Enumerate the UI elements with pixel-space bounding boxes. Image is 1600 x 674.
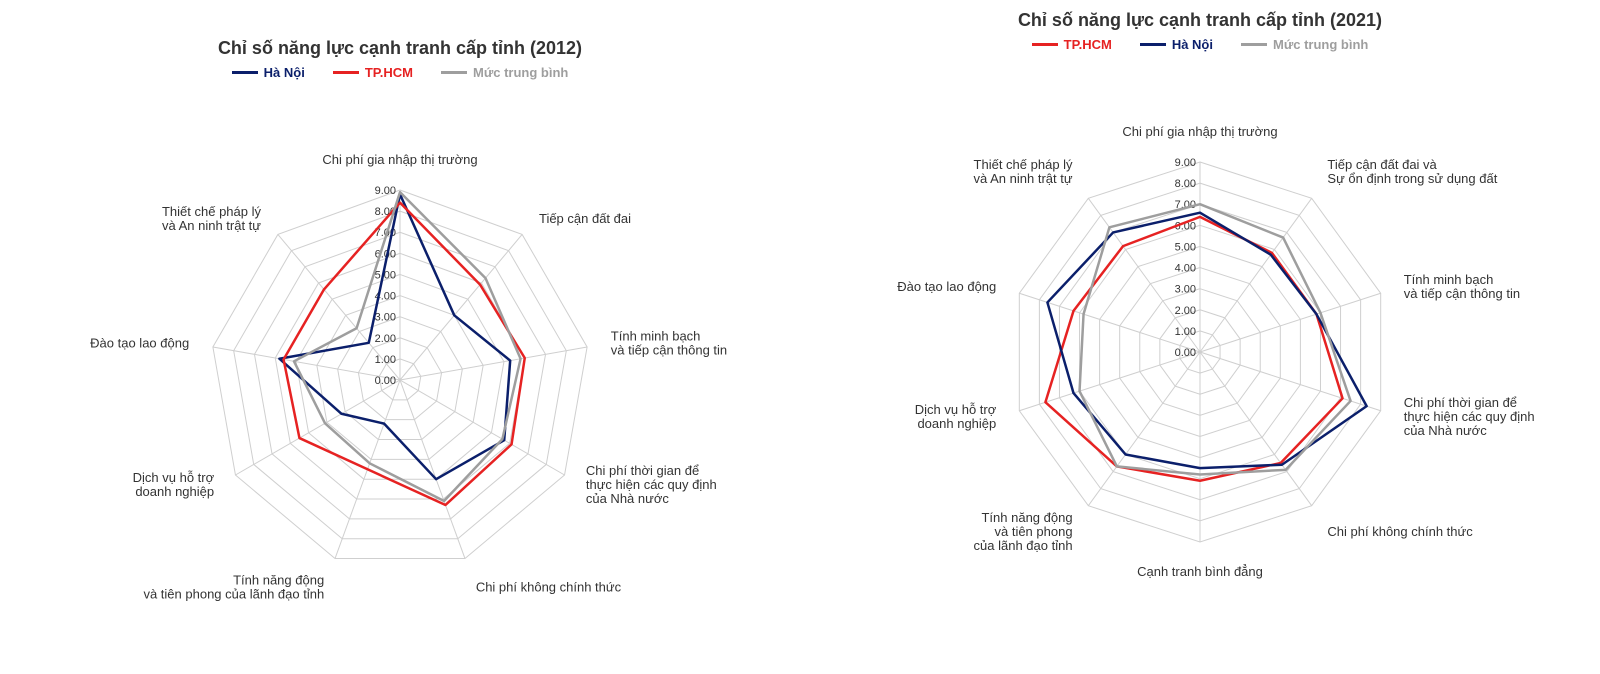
legend-swatch (232, 71, 258, 74)
axis-label: Chi phí không chính thức (1327, 524, 1473, 539)
svg-text:9.00: 9.00 (375, 185, 396, 197)
svg-text:5.00: 5.00 (375, 269, 396, 281)
chart-2021-legend: TP.HCM Hà Nội Mức trung bình (1032, 37, 1369, 52)
axis-label: Tính năng độngvà tiên phongcủa lãnh đạo … (974, 510, 1073, 553)
legend-label: Hà Nội (264, 65, 305, 80)
radar-2012: 0.001.002.003.004.005.006.007.008.009.00… (20, 84, 780, 664)
axis-label: Chi phí thời gian đểthực hiện các quy đị… (1404, 395, 1535, 438)
chart-2012-legend: Hà Nội TP.HCM Mức trung bình (232, 65, 569, 80)
legend-label: Mức trung bình (473, 65, 568, 80)
legend-label: Mức trung bình (1273, 37, 1368, 52)
legend-item: Hà Nội (232, 65, 305, 80)
legend-label: Hà Nội (1172, 37, 1213, 52)
axis-label: Tính minh bạchvà tiếp cận thông tin (1404, 272, 1520, 301)
svg-text:0.00: 0.00 (375, 375, 396, 387)
legend-item: Mức trung bình (441, 65, 568, 80)
axis-label: Thiết chế pháp lývà An ninh trật tự (162, 204, 262, 233)
svg-text:5.00: 5.00 (1175, 241, 1196, 253)
axis-label: Chi phí gia nhập thị trường (322, 152, 477, 167)
axis-label: Dịch vụ hỗ trợdoanh nghiệp (915, 402, 997, 431)
axis-label: Thiết chế pháp lývà An ninh trật tự (974, 157, 1074, 186)
axis-label: Chi phí không chính thức (476, 579, 622, 594)
legend-swatch (1032, 43, 1058, 46)
charts-row: Chỉ số năng lực cạnh tranh cấp tỉnh (201… (20, 10, 1580, 664)
svg-text:2.00: 2.00 (1175, 305, 1196, 317)
axis-label: Cạnh tranh bình đẳng (1137, 564, 1263, 579)
axis-label: Tiếp cận đất đai (539, 211, 631, 226)
axis-label: Chi phí thời gian đểthực hiện các quy đị… (586, 463, 717, 506)
legend-swatch (441, 71, 467, 74)
chart-2021: Chỉ số năng lực cạnh tranh cấp tỉnh (202… (820, 10, 1580, 636)
chart-2012-title: Chỉ số năng lực cạnh tranh cấp tỉnh (201… (218, 38, 582, 59)
legend-item: TP.HCM (1032, 37, 1112, 52)
svg-text:0.00: 0.00 (1175, 347, 1196, 359)
legend-label: TP.HCM (1064, 37, 1112, 52)
axis-label: Tiếp cận đất đai vàSự ổn định trong sử d… (1327, 157, 1497, 186)
chart-2012: Chỉ số năng lực cạnh tranh cấp tỉnh (201… (20, 10, 780, 664)
series-hanoi (1047, 213, 1366, 468)
svg-text:1.00: 1.00 (1175, 326, 1196, 338)
legend-item: Mức trung bình (1241, 37, 1368, 52)
chart-2021-title: Chỉ số năng lực cạnh tranh cấp tỉnh (202… (1018, 10, 1382, 31)
legend-item: Hà Nội (1140, 37, 1213, 52)
svg-text:9.00: 9.00 (1175, 157, 1196, 169)
svg-text:2.00: 2.00 (375, 333, 396, 345)
axis-label: Đào tạo lao động (90, 336, 189, 351)
svg-text:4.00: 4.00 (1175, 263, 1196, 275)
legend-swatch (1140, 43, 1166, 46)
radar-2021: 0.001.002.003.004.005.006.007.008.009.00… (820, 56, 1580, 636)
axis-label: Đào tạo lao động (897, 279, 996, 294)
legend-item: TP.HCM (333, 65, 413, 80)
legend-label: TP.HCM (365, 65, 413, 80)
svg-text:3.00: 3.00 (375, 312, 396, 324)
axis-label: Dịch vụ hỗ trợdoanh nghiệp (133, 470, 215, 499)
svg-text:8.00: 8.00 (1175, 178, 1196, 190)
legend-swatch (1241, 43, 1267, 46)
legend-swatch (333, 71, 359, 74)
svg-text:1.00: 1.00 (375, 354, 396, 366)
axis-label: Tính năng độngvà tiên phong của lãnh đạo… (143, 572, 324, 601)
axis-label: Tính minh bạchvà tiếp cận thông tin (611, 329, 727, 358)
axis-label: Chi phí gia nhập thị trường (1122, 124, 1277, 139)
svg-text:3.00: 3.00 (1175, 284, 1196, 296)
